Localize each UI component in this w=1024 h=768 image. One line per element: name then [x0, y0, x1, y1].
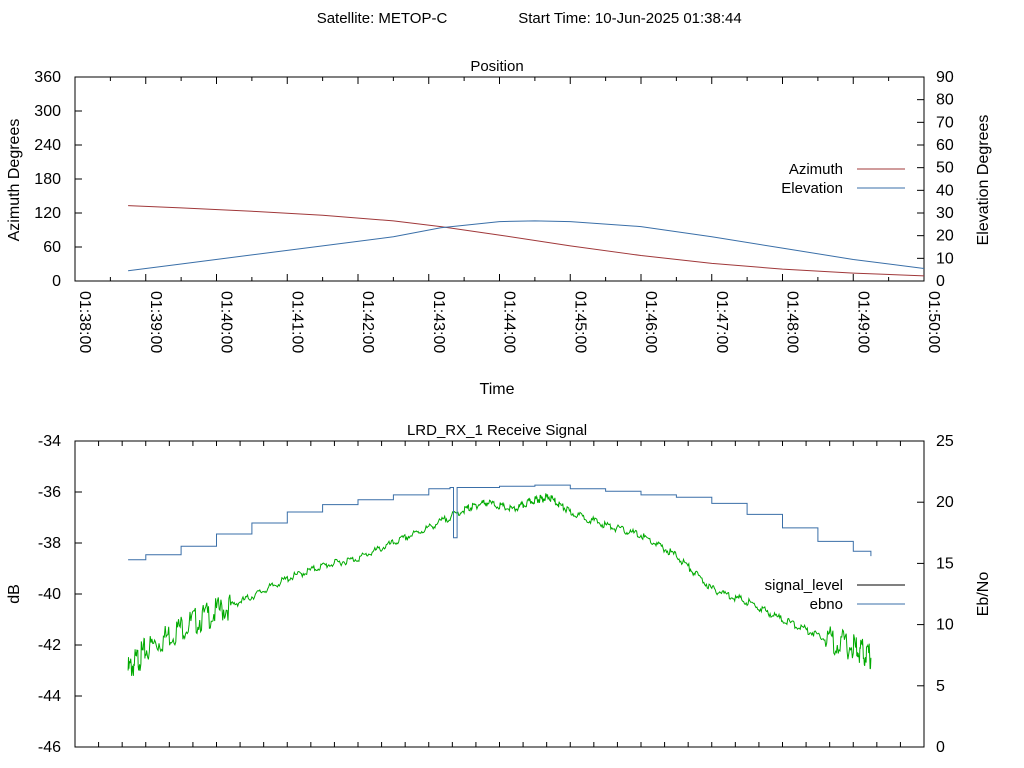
y-tick-label-left: -34	[38, 433, 61, 450]
y-tick-label-right: 50	[936, 160, 954, 177]
header-start-time: Start Time: 10-Jun-2025 01:38:44	[518, 10, 741, 27]
y-tick-label-right: 10	[936, 617, 954, 634]
legend-label-elevation: Elevation	[781, 180, 843, 197]
x-tick-label: 01:41:00	[288, 291, 305, 353]
series-line-elevation	[128, 220, 925, 272]
x-tick-label: 01:47:00	[713, 291, 730, 353]
y-tick-label-left: 120	[34, 205, 61, 222]
position-chart-title: Position	[470, 58, 523, 75]
position-ylabel-left: Azimuth Degrees	[6, 119, 23, 242]
y-tick-label-left: -44	[38, 688, 61, 705]
signal-axis-ticks: -46 -44 -42 -40 -38 -36 -34 0 5 10 15 20 25	[38, 433, 954, 756]
y-tick-label-right: 5	[936, 678, 945, 695]
signal-ylabel-left: dB	[6, 584, 23, 604]
y-tick-label-left: 360	[34, 69, 61, 86]
y-tick-label-right: 80	[936, 92, 954, 109]
y-tick-label-right: 0	[936, 739, 945, 756]
y-tick-label-left: -46	[38, 739, 61, 756]
x-tick-label: 01:46:00	[642, 291, 659, 353]
legend-label-ebno: ebno	[810, 596, 843, 613]
y-tick-label-right: 30	[936, 205, 954, 222]
x-tick-label: 01:45:00	[571, 291, 588, 353]
y-tick-label-right: 70	[936, 114, 954, 131]
legend-label-azimuth: Azimuth	[789, 161, 843, 178]
x-tick-label: 01:42:00	[359, 291, 376, 353]
y-tick-label-right: 60	[936, 137, 954, 154]
y-tick-label-left: 60	[43, 239, 61, 256]
y-tick-label-right: 40	[936, 182, 954, 199]
signal-chart: LRD_RX_1 Receive Signal -46-44-42-40-38-…	[6, 422, 992, 756]
y-tick-label-right: 0	[936, 273, 945, 290]
position-ylabel-right: Elevation Degrees	[975, 115, 992, 246]
position-legend: Azimuth Elevation	[781, 161, 905, 197]
x-tick-label: 01:49:00	[854, 291, 871, 353]
signal-ylabel-right: Eb/No	[975, 572, 992, 617]
y-tick-label-left: -40	[38, 586, 61, 603]
y-tick-label-left: 180	[34, 171, 61, 188]
series-line-azimuth	[128, 205, 925, 277]
legend-label-signal-level: signal_level	[765, 577, 843, 594]
header-satellite: Satellite: METOP-C	[317, 10, 448, 27]
signal-series	[127, 484, 872, 676]
y-tick-label-right: 20	[936, 494, 954, 511]
position-chart: Position 0 60 120 180 240 300 360 0 10 20 30 40 50 60…	[6, 58, 992, 398]
signal-chart-title: LRD_RX_1 Receive Signal	[407, 422, 587, 439]
x-tick-label: 01:40:00	[218, 291, 235, 353]
y-tick-label-right: 20	[936, 228, 954, 245]
y-tick-label-left: -42	[38, 637, 61, 654]
y-tick-label-right: 90	[936, 69, 954, 86]
y-tick-label-right: 15	[936, 555, 954, 572]
position-series	[128, 205, 925, 277]
x-tick-label: 01:43:00	[430, 291, 447, 353]
x-tick-label: 01:39:00	[147, 291, 164, 353]
x-tick-label: 01:50:00	[925, 291, 942, 353]
y-tick-label-right: 10	[936, 250, 954, 267]
y-tick-label-left: 0	[52, 273, 61, 290]
x-tick-label: 01:48:00	[784, 291, 801, 353]
y-tick-label-right: 25	[936, 433, 954, 450]
series-line-ebno	[128, 484, 872, 561]
series-line-signal-level	[127, 493, 872, 676]
y-tick-label-left: -38	[38, 535, 61, 552]
position-axis-ticks: 0 60 120 180 240 300 360 0 10 20 30 40 50 60 70 80 90 01:…	[34, 69, 954, 353]
signal-legend: signal_level ebno	[765, 577, 905, 613]
position-xlabel: Time	[480, 381, 515, 398]
y-tick-label-left: 240	[34, 137, 61, 154]
y-tick-label-left: 300	[34, 103, 61, 120]
x-tick-label: 01:44:00	[501, 291, 518, 353]
y-tick-label-left: -36	[38, 484, 61, 501]
x-tick-label: 01:38:00	[76, 291, 93, 353]
